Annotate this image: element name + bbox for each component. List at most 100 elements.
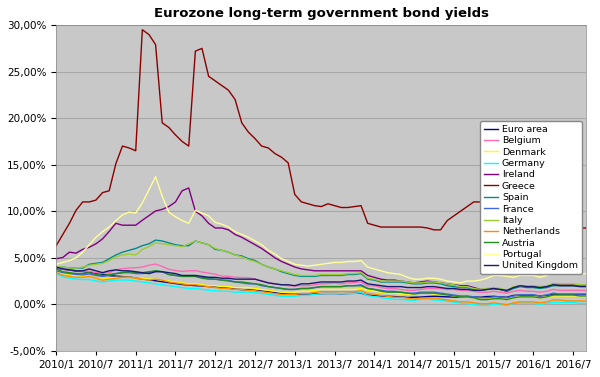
Denmark <box>503 297 511 302</box>
Spain <box>391 280 398 284</box>
Line: Italy: Italy <box>56 241 586 290</box>
Denmark <box>536 296 544 300</box>
Line: Portugal: Portugal <box>56 177 586 283</box>
Euro area <box>517 293 524 297</box>
United Kingdom <box>470 288 478 293</box>
Ireland <box>583 284 590 288</box>
France <box>53 268 60 273</box>
Spain <box>503 289 511 294</box>
Ireland <box>450 282 457 287</box>
Italy <box>523 284 530 288</box>
Germany <box>490 302 497 307</box>
Line: Greece: Greece <box>56 30 586 246</box>
Spain <box>490 286 497 291</box>
United Kingdom <box>536 285 544 290</box>
Denmark <box>517 294 524 299</box>
Germany <box>384 296 391 301</box>
Line: Netherlands: Netherlands <box>56 273 586 305</box>
Spain <box>583 284 590 288</box>
Line: Germany: Germany <box>56 274 586 305</box>
Portugal <box>450 280 457 284</box>
Greece <box>139 28 146 32</box>
Spain <box>53 266 60 270</box>
Italy <box>450 282 457 287</box>
Austria <box>384 290 391 294</box>
Portugal <box>391 271 398 276</box>
Denmark <box>484 296 491 301</box>
Germany <box>536 302 544 307</box>
France <box>443 292 451 296</box>
Spain <box>351 272 358 277</box>
Germany <box>443 299 451 303</box>
Austria <box>344 284 352 288</box>
Austria <box>477 297 484 302</box>
Title: Eurozone long-term government bond yields: Eurozone long-term government bond yield… <box>154 7 489 20</box>
Portugal <box>543 273 550 278</box>
Netherlands <box>53 270 60 275</box>
Germany <box>53 271 60 276</box>
Ireland <box>490 286 497 291</box>
France <box>536 294 544 298</box>
Italy <box>583 282 590 287</box>
Spain <box>523 285 530 290</box>
France <box>477 296 484 300</box>
Greece <box>53 244 60 248</box>
Ireland <box>523 284 530 289</box>
Euro area <box>344 291 352 296</box>
France <box>583 292 590 296</box>
Italy <box>503 288 511 293</box>
Line: United Kingdom: United Kingdom <box>56 267 586 290</box>
United Kingdom <box>583 284 590 289</box>
Line: Austria: Austria <box>56 269 586 300</box>
France <box>384 289 391 294</box>
Italy <box>391 279 398 283</box>
Line: Belgium: Belgium <box>56 264 586 293</box>
United Kingdom <box>53 265 60 269</box>
Line: Spain: Spain <box>56 240 586 291</box>
Line: Denmark: Denmark <box>56 270 586 300</box>
Greece <box>391 225 398 229</box>
Belgium <box>450 287 457 292</box>
Germany <box>583 301 590 306</box>
Euro area <box>490 294 497 299</box>
France <box>490 294 497 299</box>
Denmark <box>583 294 590 298</box>
Euro area <box>536 294 544 298</box>
Denmark <box>53 268 60 273</box>
Ireland <box>543 284 550 289</box>
Denmark <box>443 293 451 297</box>
Austria <box>536 296 544 300</box>
Italy <box>351 271 358 276</box>
Belgium <box>391 286 398 291</box>
Netherlands <box>503 302 511 307</box>
United Kingdom <box>443 286 451 291</box>
Austria <box>53 267 60 271</box>
Belgium <box>490 289 497 294</box>
France <box>517 293 524 297</box>
Belgium <box>152 262 159 266</box>
United Kingdom <box>344 279 352 283</box>
Belgium <box>503 291 511 296</box>
Line: Ireland: Ireland <box>56 188 586 291</box>
Italy <box>192 239 199 243</box>
Greece <box>536 230 544 234</box>
Portugal <box>497 273 504 278</box>
Euro area <box>450 295 457 299</box>
United Kingdom <box>517 284 524 288</box>
Ireland <box>391 278 398 282</box>
Denmark <box>344 287 352 292</box>
Netherlands <box>536 300 544 305</box>
Germany <box>477 303 484 308</box>
Denmark <box>384 291 391 296</box>
Austria <box>490 296 497 301</box>
Portugal <box>53 262 60 267</box>
Belgium <box>583 288 590 293</box>
United Kingdom <box>490 286 497 291</box>
Belgium <box>543 289 550 294</box>
Portugal <box>457 280 464 285</box>
Ireland <box>351 268 358 273</box>
Belgium <box>53 265 60 270</box>
Spain <box>450 284 457 289</box>
Italy <box>490 285 497 290</box>
Portugal <box>152 175 159 179</box>
